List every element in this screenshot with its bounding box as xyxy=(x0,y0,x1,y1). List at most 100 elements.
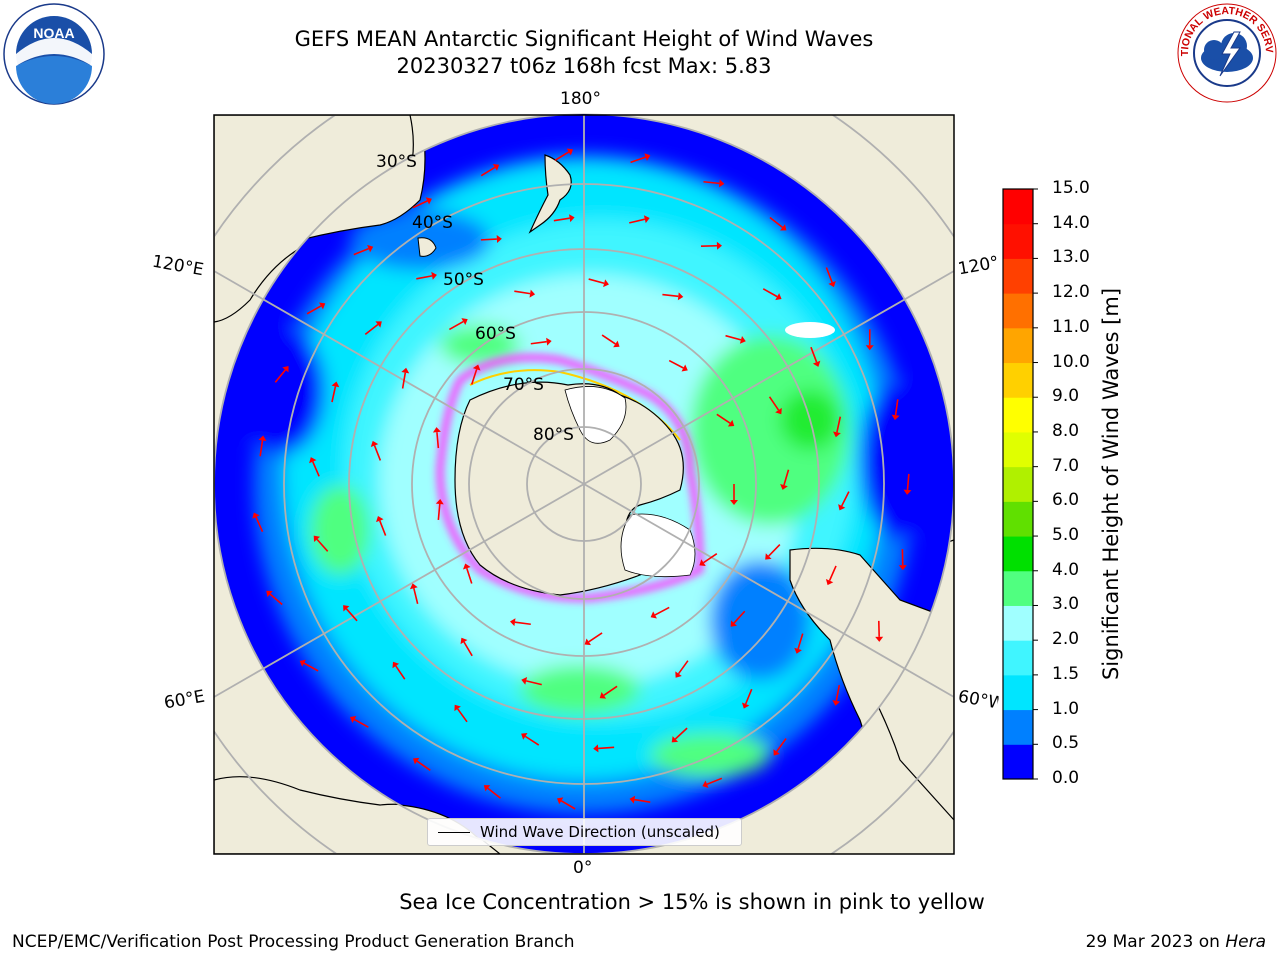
wave-arrow xyxy=(768,544,781,557)
wave-arrow xyxy=(259,440,264,457)
wave-arrow xyxy=(588,632,603,643)
colorbar-segment xyxy=(1003,709,1033,745)
wave-arrow-head xyxy=(765,553,772,560)
wave-arrow xyxy=(769,216,784,228)
colorbar xyxy=(1002,188,1038,780)
wave-arrow-head xyxy=(431,271,437,280)
wave-arrow xyxy=(416,760,431,771)
wave-arrow xyxy=(530,340,547,345)
footer-left: NCEP/EMC/Verification Post Processing Pr… xyxy=(12,932,575,952)
wave-arrow xyxy=(525,680,542,686)
wave-arrow xyxy=(303,662,319,672)
colorbar-tick-label: 5.0 xyxy=(1052,525,1080,546)
colorbar-segment xyxy=(1003,536,1033,572)
wave-arrow-head xyxy=(546,337,552,346)
colorbar-segment xyxy=(1003,744,1033,780)
colorbar-segment xyxy=(1003,674,1033,711)
noaa-logo-icon: NOAA xyxy=(3,3,105,105)
colorbar-tick-label: 1.0 xyxy=(1052,698,1080,719)
wave-arrow-head xyxy=(409,583,418,590)
wave-arrow-head xyxy=(671,736,679,743)
wave-arrow xyxy=(601,334,616,345)
wave-arrow-head xyxy=(718,179,725,188)
wave-arrow-head xyxy=(331,381,340,388)
wave-arrow-head xyxy=(556,797,564,805)
wave-arrow-head xyxy=(730,500,738,505)
wave-arrow-head xyxy=(775,293,782,301)
wave-arrow xyxy=(480,238,497,241)
colorbar-title: Significant Height of Wind Waves [m] xyxy=(1099,287,1123,681)
wave-arrow-head xyxy=(349,715,357,723)
wave-arrow xyxy=(598,746,615,750)
colorbar-tick-label: 8.0 xyxy=(1052,420,1080,441)
new-zealand xyxy=(528,154,572,234)
wave-arrow xyxy=(269,593,283,606)
wave-arrow xyxy=(345,608,358,622)
wave-arrow xyxy=(725,334,742,341)
wave-arrow-head xyxy=(483,785,491,792)
wave-arrow-head xyxy=(425,197,432,205)
wind-wave-arrows xyxy=(252,148,912,810)
colorbar-segment xyxy=(1003,501,1033,537)
tasmania xyxy=(417,237,437,257)
wave-arrow-head xyxy=(599,692,607,699)
wave-arrow xyxy=(668,359,684,369)
lat-label-30: 30°S xyxy=(376,152,417,172)
lat-label-80: 80°S xyxy=(533,425,574,445)
noaa-logo-text: NOAA xyxy=(33,25,74,41)
wave-arrow xyxy=(630,156,646,164)
wave-arrow xyxy=(733,610,746,624)
wave-arrow xyxy=(353,247,369,256)
legend-line-icon xyxy=(438,831,470,833)
colorbar-tick-label: 12.0 xyxy=(1052,282,1090,303)
gridlines xyxy=(214,115,954,854)
wave-arrow-head xyxy=(716,241,722,250)
wave-arrow-head xyxy=(529,289,536,298)
wave-arrow-head xyxy=(741,702,750,709)
chart-title: GEFS MEAN Antarctic Significant Height o… xyxy=(294,27,874,51)
wave-arrow-head xyxy=(521,733,528,740)
wave-arrow-head xyxy=(496,235,502,244)
footer-right: 29 Mar 2023 on Hera xyxy=(1085,932,1266,952)
map-frame xyxy=(213,114,955,855)
wave-arrow-head xyxy=(375,321,382,328)
wave-arrow-head xyxy=(675,671,682,678)
legend-label: Wind Wave Direction (unscaled) xyxy=(480,823,720,841)
wave-arrow xyxy=(514,290,531,295)
colorbar-tick-label: 13.0 xyxy=(1052,247,1090,268)
wave-arrow-head xyxy=(812,360,821,367)
wave-arrow xyxy=(306,305,322,315)
wave-arrow-head xyxy=(644,153,651,161)
wave-arrow-head xyxy=(435,498,444,505)
wave-arrow-head xyxy=(521,677,528,685)
wave-arrow-head xyxy=(681,364,688,372)
wave-arrow-head xyxy=(461,318,468,326)
wave-arrow xyxy=(703,553,718,564)
wave-arrow-head xyxy=(413,757,420,765)
map-legend: Wind Wave Direction (unscaled) xyxy=(427,818,742,846)
wave-arrow-head xyxy=(677,292,684,301)
wave-arrow xyxy=(413,588,419,604)
wave-arrow xyxy=(797,633,804,650)
wave-arrow-head xyxy=(566,148,574,156)
wave-arrow-head xyxy=(832,431,841,438)
colorbar-tick-label: 2.0 xyxy=(1052,629,1080,650)
wave-arrow-head xyxy=(509,618,516,627)
wave-arrow xyxy=(353,718,369,728)
wave-arrow-head xyxy=(832,700,841,706)
wave-arrow-head xyxy=(313,535,321,543)
colorbar-tick-label: 4.0 xyxy=(1052,559,1080,580)
wave-arrow-head xyxy=(865,345,874,351)
wave-arrow-head xyxy=(343,605,350,612)
colorbar-frame xyxy=(1002,188,1034,780)
wave-arrow-head xyxy=(650,611,657,619)
wave-arrow xyxy=(448,320,464,331)
lat-label-50: 50°S xyxy=(443,270,484,290)
ice-shelf-weddell xyxy=(620,513,696,578)
wave-arrow xyxy=(744,688,753,705)
wave-arrow xyxy=(841,491,850,507)
wave-arrow xyxy=(554,151,570,161)
wave-arrow xyxy=(524,735,540,746)
wave-arrow-head xyxy=(903,489,912,495)
colorbar-tick-label: 1.5 xyxy=(1052,663,1080,684)
